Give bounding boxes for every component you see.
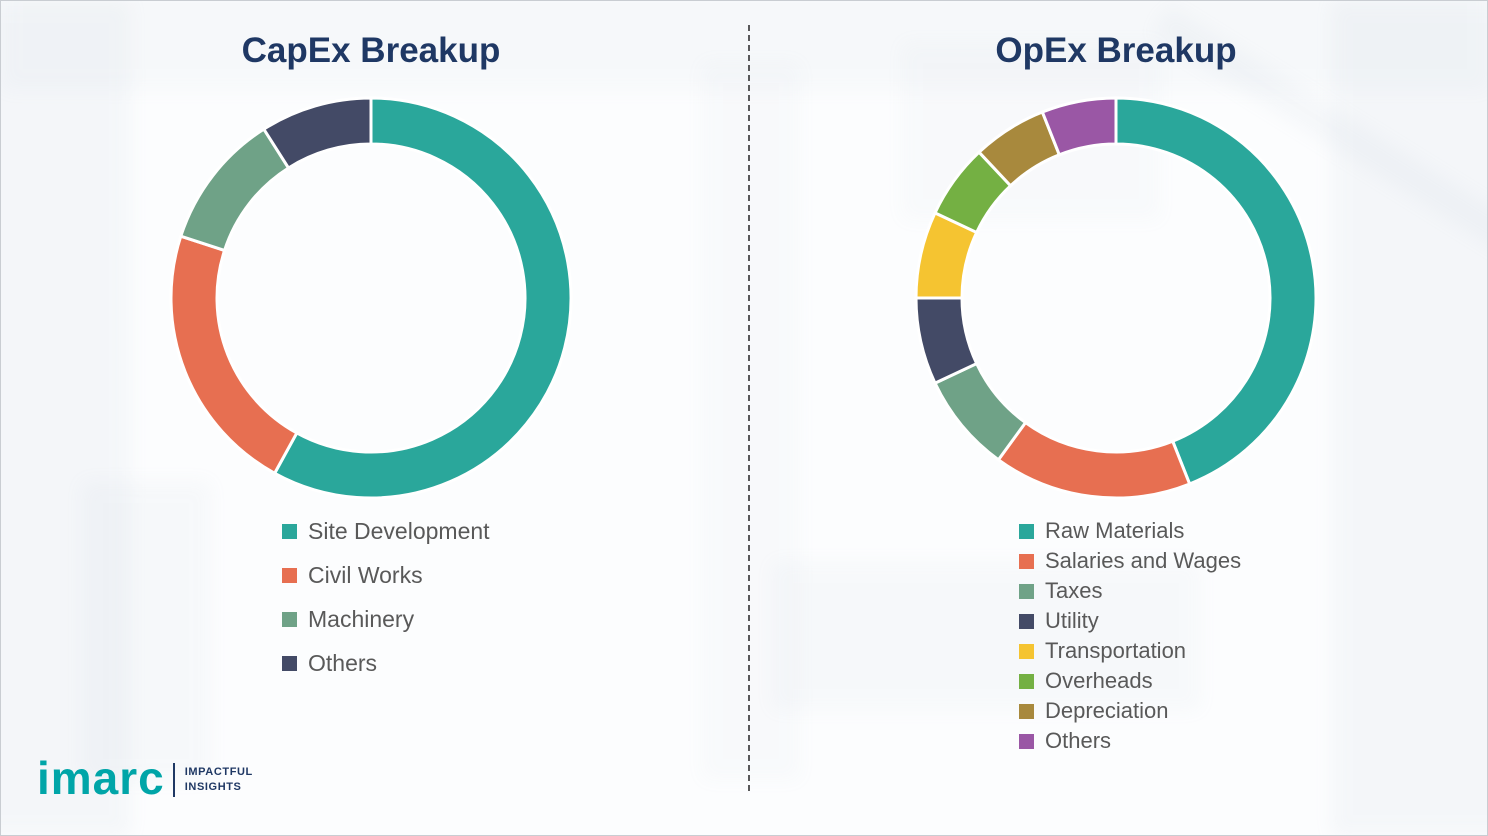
legend-item: Civil Works (282, 553, 490, 597)
legend-item: Machinery (282, 597, 490, 641)
legend-label: Site Development (308, 517, 490, 544)
legend-item: Taxes (1019, 576, 1241, 606)
legend-swatch (1019, 643, 1034, 659)
legend-swatch (1019, 583, 1034, 599)
imarc-logo: imarc IMPACTFUL INSIGHTS (37, 755, 253, 801)
legend-label: Transportation (1045, 638, 1187, 663)
section-divider (748, 25, 750, 791)
legend-label: Taxes (1045, 578, 1103, 603)
legend-item: Overheads (1019, 666, 1241, 696)
legend-label: Utility (1045, 608, 1099, 633)
donut-segment-salaries-and-wages (996, 421, 1192, 500)
legend-label: Machinery (308, 605, 415, 632)
legend-swatch (282, 567, 297, 583)
legend-swatch (282, 611, 297, 627)
capex-chart-title: CapEx Breakup (241, 31, 501, 70)
legend-item: Utility (1019, 606, 1241, 636)
legend-item: Salaries and Wages (1019, 546, 1241, 576)
background-shape (1331, 1, 1487, 835)
legend-item: Site Development (282, 509, 490, 553)
legend-item: Depreciation (1019, 696, 1241, 726)
legend-item: Transportation (1019, 636, 1241, 666)
logo-tagline: IMPACTFUL INSIGHTS (185, 761, 253, 795)
donut-segment-raw-materials (1114, 96, 1318, 486)
legend-swatch (1019, 703, 1034, 719)
legend-swatch (1019, 523, 1034, 539)
background-shape (81, 481, 211, 781)
legend-label: Depreciation (1045, 698, 1169, 723)
logo-tagline-line1: IMPACTFUL (184, 766, 253, 779)
imarc-logo-text: imarc (37, 752, 165, 804)
capex-legend: Site Development Civil Works Machinery O… (282, 509, 490, 685)
legend-label: Raw Materials (1045, 518, 1185, 543)
donut-segment-site-development (273, 96, 573, 500)
donut-segment-others (1040, 96, 1118, 157)
donut-segment-civil-works (169, 234, 299, 475)
opex-donut-chart (914, 96, 1318, 500)
legend-label: Salaries and Wages (1045, 548, 1242, 573)
legend-swatch (1019, 673, 1034, 689)
legend-item: Others (282, 641, 490, 685)
legend-label: Civil Works (308, 561, 423, 588)
legend-swatch (282, 523, 297, 539)
legend-label: Others (308, 649, 378, 676)
legend-swatch (1019, 613, 1034, 629)
legend-swatch (1019, 733, 1034, 749)
background-shape (1, 1, 131, 835)
logo-divider (172, 763, 175, 797)
legend-label: Overheads (1045, 668, 1153, 693)
legend-item: Raw Materials (1019, 516, 1241, 546)
opex-legend: Raw Materials Salaries and Wages Taxes U… (1019, 516, 1241, 756)
capex-donut-chart (169, 96, 573, 500)
logo-tagline-line2: INSIGHTS (184, 781, 242, 793)
opex-chart-title: OpEx Breakup (995, 31, 1237, 70)
donut-segment-machinery (179, 127, 290, 252)
legend-label: Others (1045, 728, 1112, 753)
legend-swatch (282, 655, 297, 671)
legend-swatch (1019, 553, 1034, 569)
legend-item: Others (1019, 726, 1241, 756)
donut-segment-others (262, 96, 373, 170)
background-shape (701, 61, 801, 781)
